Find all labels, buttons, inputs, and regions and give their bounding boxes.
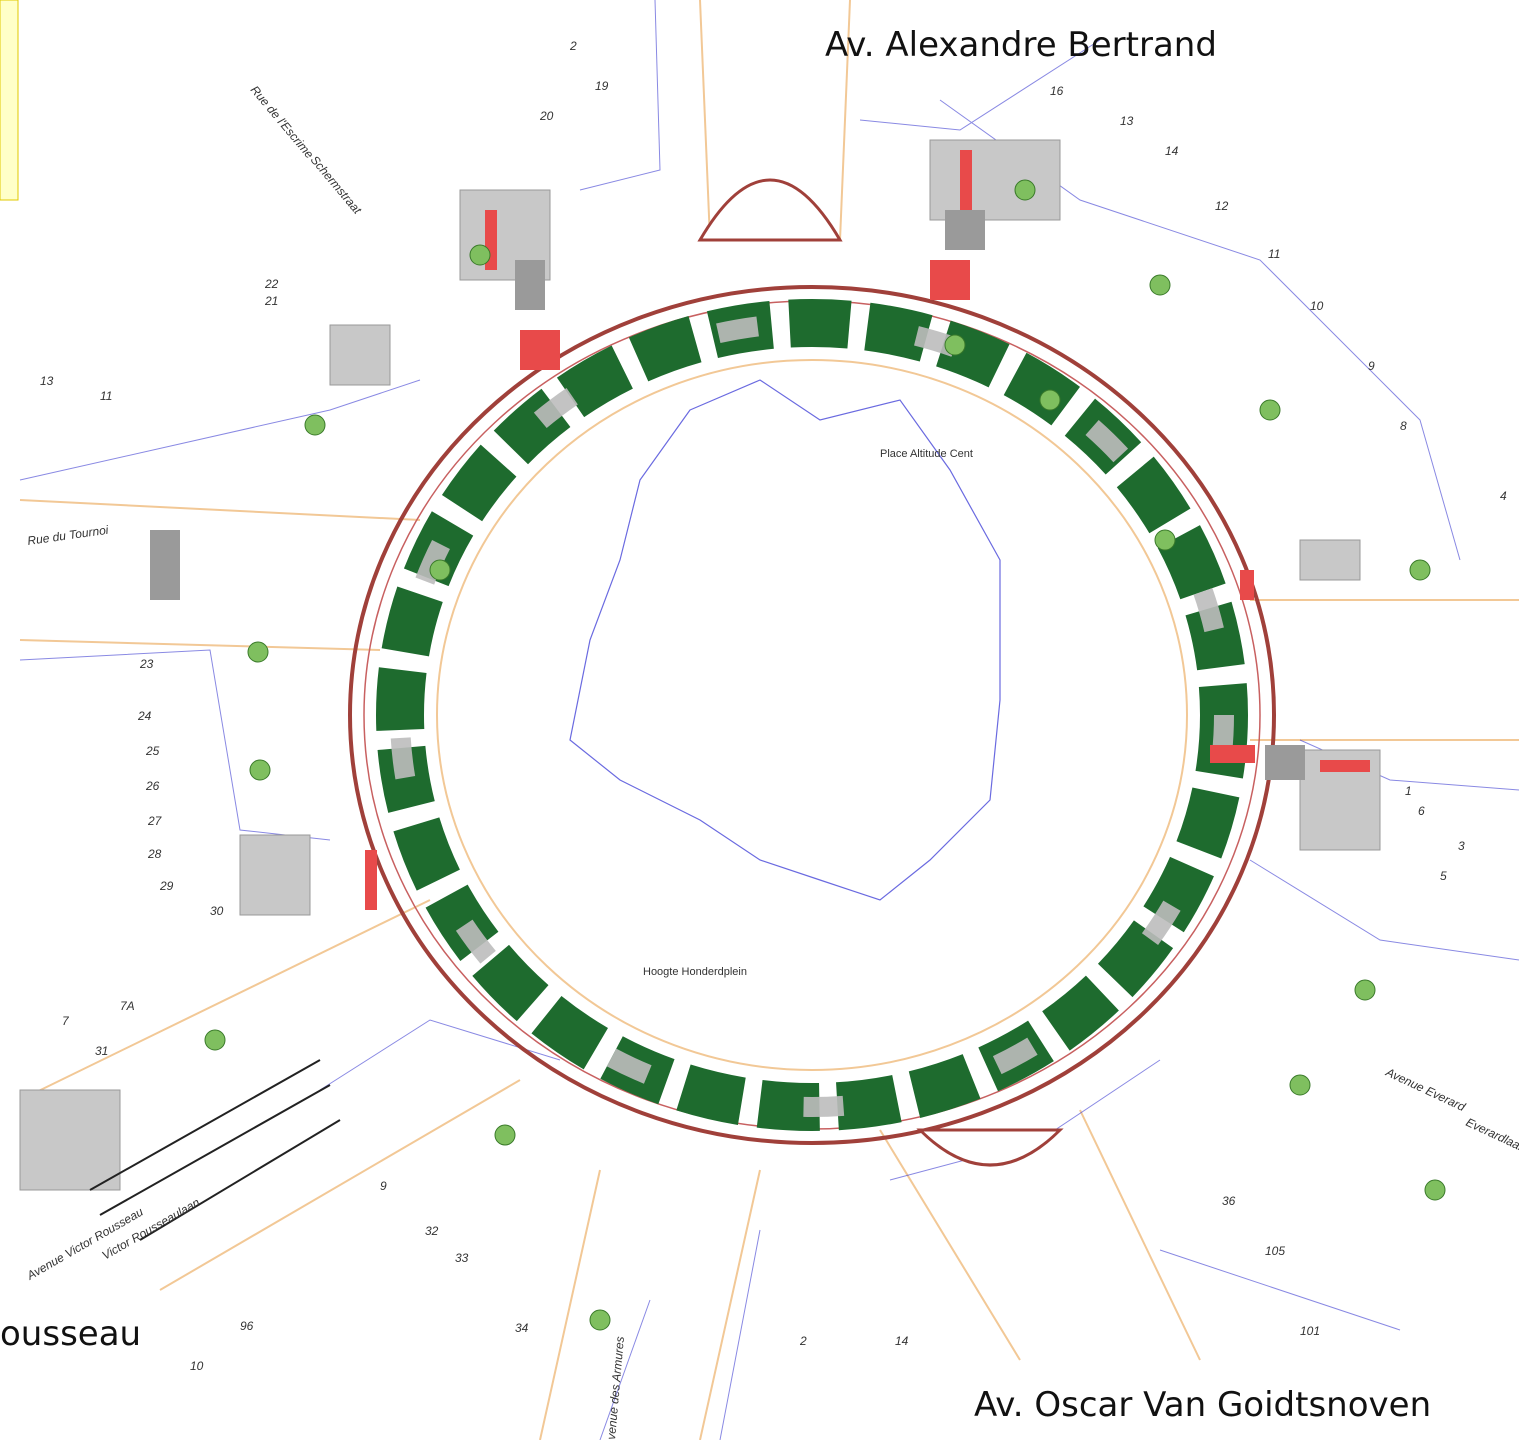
house-number: 28 <box>147 847 162 861</box>
house-number: 13 <box>40 374 54 388</box>
house-number: 22 <box>264 277 279 291</box>
house-number: 23 <box>139 657 154 671</box>
house-number: 6 <box>1418 804 1425 818</box>
house-number: 10 <box>1310 299 1324 313</box>
house-number: 1 <box>1405 784 1412 798</box>
street-label: ousseau <box>0 1314 141 1354</box>
house-number: 5 <box>1440 869 1447 883</box>
house-number: 34 <box>515 1321 529 1335</box>
house-number: 30 <box>210 904 224 918</box>
house-number: 7A <box>120 999 135 1013</box>
house-number: 20 <box>539 109 554 123</box>
house-number: 12 <box>1215 199 1229 213</box>
street-label: Av. Oscar Van Goidtsnoven <box>974 1385 1431 1425</box>
inner-plaza <box>437 360 1187 1070</box>
house-number: 21 <box>264 294 278 308</box>
house-number: 9 <box>380 1179 387 1193</box>
house-number: 3 <box>1458 839 1465 853</box>
house-number: 9 <box>1368 359 1375 373</box>
house-number: 26 <box>145 779 160 793</box>
site-plan: Av. Alexandre Bertrand ousseau Av. Oscar… <box>0 0 1519 1440</box>
house-number: 105 <box>1265 1244 1285 1258</box>
house-number: 13 <box>1120 114 1134 128</box>
house-number: 32 <box>425 1224 439 1238</box>
house-number: 29 <box>159 879 174 893</box>
house-number: 8 <box>1400 419 1407 433</box>
house-number: 101 <box>1300 1324 1320 1338</box>
note-box <box>0 0 18 200</box>
house-number: 24 <box>137 709 152 723</box>
house-number: 27 <box>147 814 163 828</box>
plan-label: Hoogte Honderdplein <box>643 966 747 978</box>
house-number: 14 <box>1165 144 1179 158</box>
house-number: 10 <box>190 1359 204 1373</box>
house-number: 11 <box>100 389 112 403</box>
house-number: 33 <box>455 1251 469 1265</box>
house-number: 11 <box>1268 247 1280 261</box>
street-label: Av. Alexandre Bertrand <box>825 25 1217 65</box>
house-number: 16 <box>1050 84 1064 98</box>
house-number: 96 <box>240 1319 254 1333</box>
house-number: 31 <box>95 1044 108 1058</box>
plan-label: Place Altitude Cent <box>880 448 973 460</box>
house-number: 36 <box>1222 1194 1236 1208</box>
house-number: 2 <box>569 39 577 53</box>
house-number: 19 <box>595 79 609 93</box>
house-number: 4 <box>1500 489 1507 503</box>
house-number: 2 <box>799 1334 807 1348</box>
house-number: 14 <box>895 1334 909 1348</box>
house-number: 25 <box>145 744 160 758</box>
